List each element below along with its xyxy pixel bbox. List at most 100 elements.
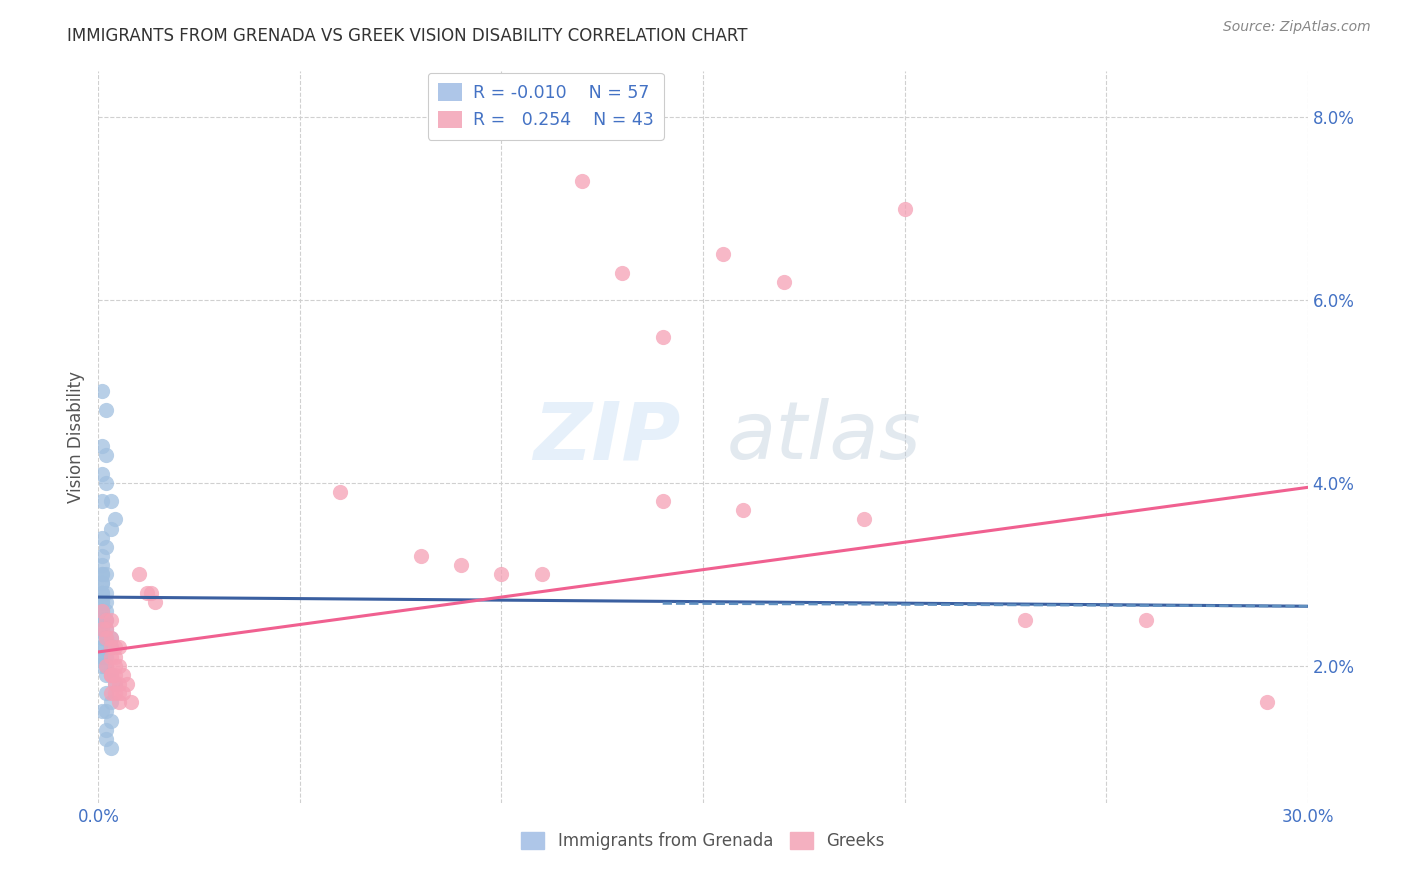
Point [772,275,794,289]
Point [100,640,122,655]
Point [91,576,114,591]
Point [100,649,122,664]
Point [91,649,114,664]
Point [91,640,114,655]
Point [1014,613,1036,627]
Point [96,622,118,636]
Point [111,667,134,682]
Point [96,632,118,646]
Point [91,585,114,599]
Point [100,613,122,627]
Point [96,632,118,646]
Point [96,595,118,609]
Point [711,247,734,261]
Point [103,667,125,682]
Point [91,467,114,481]
Point [115,677,138,691]
Point [733,503,755,517]
Point [96,540,118,554]
Legend: Immigrants from Grenada, Greeks: Immigrants from Grenada, Greeks [515,825,891,856]
Point [651,329,673,343]
Point [530,567,553,582]
Point [96,475,118,490]
Point [107,658,129,673]
Point [107,695,129,709]
Point [91,384,114,399]
Point [91,558,114,573]
Point [491,567,513,582]
Point [103,686,125,700]
Point [91,613,114,627]
Point [651,494,673,508]
Y-axis label: Vision Disability: Vision Disability [66,371,84,503]
Point [100,695,122,709]
Point [96,723,118,737]
Point [91,604,114,618]
Point [612,266,634,280]
Point [91,549,114,563]
Point [100,714,122,728]
Point [139,585,162,599]
Point [91,658,114,673]
Point [103,640,125,655]
Point [96,705,118,719]
Point [91,604,114,618]
Point [91,595,114,609]
Point [100,667,122,682]
Point [91,705,114,719]
Point [128,567,150,582]
Point [107,640,129,655]
Point [100,667,122,682]
Point [96,658,118,673]
Text: IMMIGRANTS FROM GRENADA VS GREEK VISION DISABILITY CORRELATION CHART: IMMIGRANTS FROM GRENADA VS GREEK VISION … [67,27,748,45]
Point [91,622,114,636]
Point [91,595,114,609]
Point [450,558,472,573]
Point [100,640,122,655]
Point [96,567,118,582]
Point [91,576,114,591]
Point [96,402,118,417]
Point [96,585,118,599]
Point [100,740,122,755]
Point [91,439,114,453]
Point [96,613,118,627]
Point [96,622,118,636]
Point [91,585,114,599]
Point [100,667,122,682]
Point [96,658,118,673]
Point [100,521,122,535]
Point [103,677,125,691]
Point [107,686,129,700]
Point [91,494,114,508]
Point [853,512,876,526]
Point [96,686,118,700]
Point [120,695,142,709]
Point [91,613,114,627]
Point [107,677,129,691]
Point [91,567,114,582]
Point [893,202,915,216]
Point [103,658,125,673]
Point [91,567,114,582]
Point [103,512,125,526]
Point [91,622,114,636]
Point [96,649,118,664]
Text: Source: ZipAtlas.com: Source: ZipAtlas.com [1223,20,1371,34]
Point [1135,613,1157,627]
Point [100,686,122,700]
Point [91,622,114,636]
Text: atlas: atlas [727,398,921,476]
Point [91,613,114,627]
Point [91,604,114,618]
Point [1256,695,1278,709]
Point [91,531,114,545]
Point [100,632,122,646]
Point [135,585,157,599]
Point [96,731,118,746]
Point [409,549,432,563]
Point [111,686,134,700]
Point [100,494,122,508]
Point [100,632,122,646]
Text: ZIP: ZIP [533,398,681,476]
